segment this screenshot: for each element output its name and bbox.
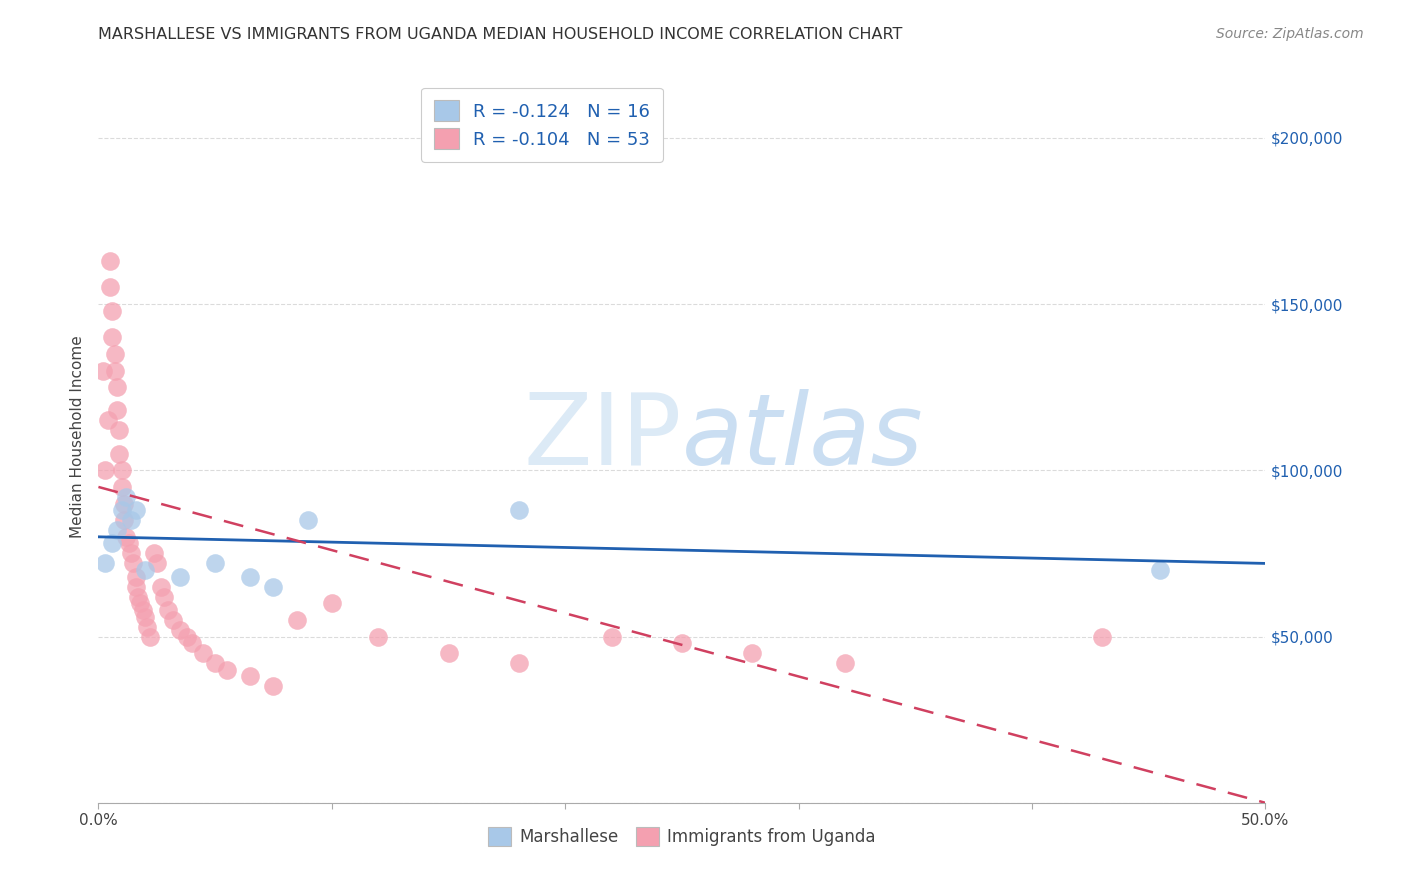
Text: ZIP: ZIP	[523, 389, 682, 485]
Point	[176, 630, 198, 644]
Point	[115, 530, 138, 544]
Point	[134, 609, 156, 624]
Text: MARSHALLESE VS IMMIGRANTS FROM UGANDA MEDIAN HOUSEHOLD INCOME CORRELATION CHART: MARSHALLESE VS IMMIGRANTS FROM UGANDA ME…	[98, 27, 903, 42]
Point	[94, 463, 117, 477]
Point	[193, 646, 215, 660]
Point	[111, 480, 134, 494]
Point	[297, 513, 319, 527]
Point	[157, 603, 180, 617]
Point	[94, 557, 117, 571]
Point	[125, 503, 148, 517]
Point	[508, 503, 530, 517]
Point	[108, 447, 131, 461]
Point	[122, 557, 145, 571]
Point	[437, 646, 460, 660]
Point	[741, 646, 763, 660]
Point	[105, 380, 128, 394]
Point	[125, 580, 148, 594]
Point	[671, 636, 693, 650]
Point	[239, 669, 262, 683]
Point	[98, 253, 121, 268]
Point	[215, 663, 238, 677]
Point	[115, 490, 138, 504]
Point	[1091, 630, 1114, 644]
Point	[101, 330, 124, 344]
Point	[98, 280, 121, 294]
Point	[285, 613, 308, 627]
Point	[111, 503, 134, 517]
Point	[127, 590, 149, 604]
Point	[111, 463, 134, 477]
Point	[120, 513, 142, 527]
Point	[120, 546, 142, 560]
Point	[204, 557, 226, 571]
Point	[1149, 563, 1171, 577]
Point	[262, 580, 284, 594]
Point	[101, 536, 124, 550]
Point	[262, 680, 284, 694]
Point	[169, 623, 191, 637]
Point	[112, 497, 135, 511]
Text: atlas: atlas	[682, 389, 924, 485]
Legend: Marshallese, Immigrants from Uganda: Marshallese, Immigrants from Uganda	[481, 821, 883, 853]
Point	[508, 656, 530, 670]
Point	[136, 619, 159, 633]
Point	[162, 613, 184, 627]
Point	[112, 513, 135, 527]
Point	[105, 523, 128, 537]
Point	[134, 563, 156, 577]
Point	[129, 596, 152, 610]
Point	[152, 590, 174, 604]
Point	[108, 424, 131, 438]
Point	[132, 603, 155, 617]
Point	[143, 546, 166, 560]
Point	[104, 347, 127, 361]
Point	[118, 536, 141, 550]
Point	[239, 570, 262, 584]
Point	[600, 630, 623, 644]
Y-axis label: Median Household Income: Median Household Income	[70, 335, 86, 539]
Point	[139, 630, 162, 644]
Text: Source: ZipAtlas.com: Source: ZipAtlas.com	[1216, 27, 1364, 41]
Point	[169, 570, 191, 584]
Point	[180, 636, 202, 650]
Point	[105, 403, 128, 417]
Point	[204, 656, 226, 670]
Point	[367, 630, 389, 644]
Point	[834, 656, 856, 670]
Point	[321, 596, 343, 610]
Point	[150, 580, 173, 594]
Point	[146, 557, 169, 571]
Point	[104, 363, 127, 377]
Point	[125, 570, 148, 584]
Point	[91, 363, 114, 377]
Point	[97, 413, 120, 427]
Point	[101, 303, 124, 318]
